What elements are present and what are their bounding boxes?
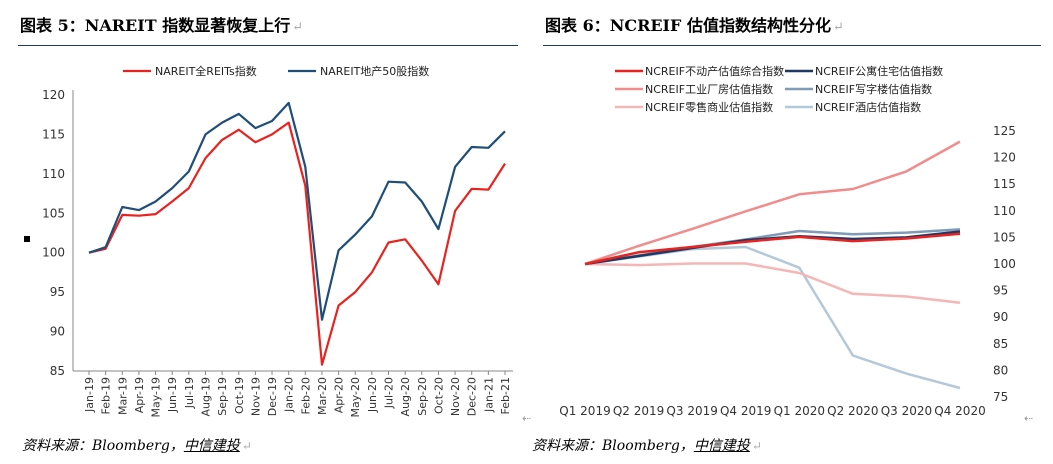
y-tick-label: 85	[993, 337, 1008, 351]
left-chart-title: 图表 5：NAREIT 指数显著恢复上行 ↵	[20, 12, 303, 36]
x-tick-label: Nov-20	[449, 377, 462, 416]
x-tick-label: Q1 2019	[559, 404, 610, 418]
x-tick-label: Q4 2019	[720, 404, 771, 418]
x-tick-label: Q2 2020	[827, 404, 878, 418]
y-tick-label: 120	[993, 151, 1016, 165]
left-source-link[interactable]: 中信建投	[183, 438, 240, 454]
x-tick-label: Q4 2020	[934, 404, 985, 418]
y-tick-label: 105	[993, 230, 1016, 244]
x-tick-label: Aug-20	[399, 377, 412, 416]
x-tick-label: Jan-19	[83, 377, 96, 413]
x-tick-label: Oct-20	[432, 377, 445, 414]
legend-label: NCREIF酒店估值指数	[815, 100, 921, 114]
x-tick-label: Feb-19	[100, 377, 113, 414]
y-tick-label: 90	[993, 310, 1008, 324]
y-tick-label: 100	[42, 246, 65, 260]
right-source: 资料来源：Bloomberg，中信建投 ↵	[532, 435, 762, 455]
legend-label: NCREIF工业厂房估值指数	[645, 82, 773, 96]
y-tick-label: 115	[42, 127, 65, 141]
bullet-marker	[24, 236, 30, 242]
return-mark-icon: ↵	[292, 20, 304, 35]
x-tick-label: Feb-21	[499, 377, 512, 414]
series-line	[584, 228, 961, 266]
y-tick-label: 125	[993, 124, 1016, 138]
right-title-text: 图表 6：NCREIF 估值指数结构性分化	[545, 16, 831, 35]
x-tick-label: Apr-19	[133, 377, 146, 413]
legend-label: NCREIF写字楼估值指数	[815, 82, 932, 96]
x-tick-label: Aug-19	[199, 377, 212, 416]
x-tick-label: May-20	[349, 377, 362, 418]
right-line-chart: NCREIF不动产估值综合指数 NCREIF公寓住宅估值指数 NCREIF工业厂房估…	[559, 64, 1016, 418]
x-tick-label: Q3 2019	[666, 404, 717, 418]
y-tick-label: 95	[993, 284, 1008, 298]
x-tick-label: Jun-19	[166, 377, 179, 413]
arrow-left-icon: ⇠	[522, 412, 532, 425]
x-tick-label: Mar-20	[316, 377, 329, 415]
x-tick-label: Apr-20	[333, 377, 346, 413]
x-tick-label: Mar-19	[116, 377, 129, 415]
y-tick-label: 75	[993, 390, 1008, 404]
y-tick-label: 85	[50, 364, 65, 378]
arrow-left-icon: ⇠	[1024, 412, 1034, 425]
y-tick-label: 110	[42, 167, 65, 181]
x-tick-label: Jan-20	[283, 377, 296, 413]
left-source: 资料来源：Bloomberg，中信建投 ↵	[22, 435, 252, 455]
left-line-chart: NAREIT全REITs指数 NAREIT地产50股指数 85 90 95 100 105 1…	[42, 64, 513, 418]
right-title-rule	[543, 45, 1041, 46]
x-tick-label: Q2 2019	[613, 404, 664, 418]
y-tick-label: 100	[993, 257, 1016, 271]
left-title-rule	[18, 45, 518, 46]
y-tick-label: 95	[50, 285, 65, 299]
right-chart-title: 图表 6：NCREIF 估值指数结构性分化 ↵	[545, 12, 844, 36]
series-line	[88, 121, 506, 366]
legend-label: NAREIT地产50股指数	[320, 64, 429, 78]
x-tick-label: Feb-20	[299, 377, 312, 414]
x-tick-label: Sep-19	[216, 377, 229, 416]
y-tick-label: 110	[993, 204, 1016, 218]
x-tick-label: Q3 2020	[881, 404, 932, 418]
legend-label: NCREIF不动产估值综合指数	[645, 64, 784, 78]
y-tick-label: 80	[993, 363, 1008, 377]
x-tick-label: Dec-20	[466, 377, 479, 416]
x-tick-label: Q1 2020	[774, 404, 825, 418]
x-tick-label: Jul-20	[383, 377, 396, 409]
x-tick-label: Jan-21	[482, 377, 495, 413]
x-tick-label: Jul-19	[183, 377, 196, 409]
x-tick-label: Oct-19	[233, 377, 246, 414]
x-tick-label: May-19	[150, 377, 163, 418]
x-tick-label: Sep-20	[416, 377, 429, 416]
legend-label: NCREIF零售商业估值指数	[645, 100, 773, 114]
series-line	[584, 262, 961, 305]
y-tick-label: 105	[42, 206, 65, 220]
right-source-prefix: 资料来源：Bloomberg，	[532, 438, 694, 454]
return-mark-icon: ↵	[832, 20, 844, 35]
left-title-text: 图表 5：NAREIT 指数显著恢复上行	[20, 16, 291, 35]
legend-label: NAREIT全REITs指数	[155, 64, 257, 78]
y-tick-label: 120	[42, 88, 65, 102]
return-mark-icon: ↵	[241, 439, 252, 453]
y-tick-label: 90	[50, 325, 65, 339]
y-tick-label: 115	[993, 177, 1016, 191]
x-tick-label: Dec-19	[266, 377, 279, 416]
left-source-prefix: 资料来源：Bloomberg，	[22, 438, 184, 454]
right-source-link[interactable]: 中信建投	[693, 438, 750, 454]
legend-label: NCREIF公寓住宅估值指数	[815, 64, 943, 78]
x-tick-label: Nov-19	[249, 377, 262, 416]
x-tick-label: Jun-20	[366, 377, 379, 413]
series-line	[584, 232, 961, 266]
series-line	[584, 140, 961, 266]
return-mark-icon: ↵	[751, 439, 762, 453]
series-line	[88, 101, 506, 321]
